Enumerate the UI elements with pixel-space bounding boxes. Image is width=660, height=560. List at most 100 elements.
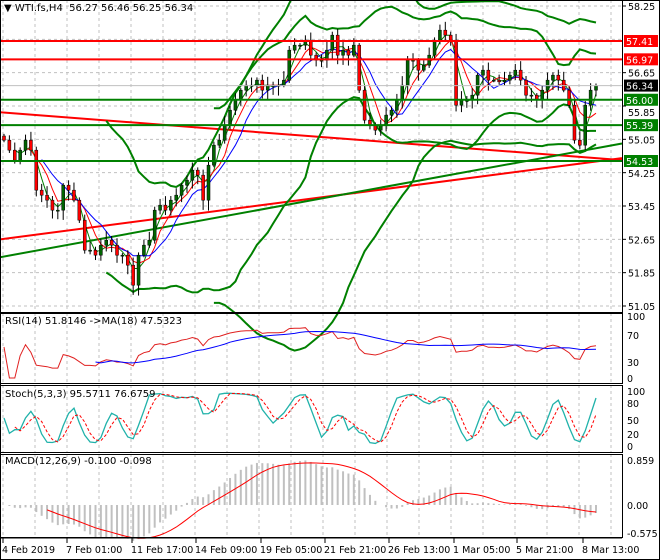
candle-body — [82, 219, 87, 251]
price-tick-label: 55.05 — [628, 135, 655, 146]
candle-body — [206, 164, 211, 201]
candle-body — [50, 199, 55, 211]
price-level-label: 55.39 — [626, 121, 653, 132]
candle-body — [158, 204, 162, 211]
candle-body — [309, 39, 313, 56]
candle-body — [416, 59, 421, 71]
time-axis-label: 8 Mar 13:00 — [582, 545, 639, 556]
candle-body — [255, 79, 259, 86]
candle-body — [239, 89, 243, 101]
price-level-label: 56.97 — [626, 55, 653, 66]
rsi-line — [3, 327, 597, 379]
rsi-axis-label: 70 — [627, 331, 639, 342]
candle-body — [195, 169, 200, 176]
candle-body — [7, 139, 12, 151]
symbol-label: WTI.fs,H4 — [14, 3, 63, 14]
candle-body — [104, 239, 109, 246]
price-level-label: 56.00 — [626, 96, 653, 107]
candle-body — [56, 209, 60, 212]
price-tick-label: 54.25 — [628, 169, 655, 180]
candle-body — [77, 199, 82, 221]
price-level-label: 56.34 — [626, 82, 653, 93]
candle-body — [432, 39, 437, 56]
price-tick-label: 52.65 — [628, 235, 655, 246]
candle-body — [233, 99, 238, 111]
candle-body — [72, 189, 76, 201]
candle-body — [282, 79, 286, 86]
price-level-tag — [624, 53, 658, 66]
candle-body — [93, 249, 98, 256]
candle-body — [142, 244, 146, 256]
time-axis-label: 5 Mar 21:00 — [516, 545, 573, 556]
price-level-tag — [624, 93, 658, 106]
candle-body — [486, 69, 491, 81]
price-level-tag — [624, 155, 658, 167]
macd-axis-label: 0.859 — [627, 456, 654, 467]
time-axis-label: 7 Feb 01:00 — [66, 545, 122, 556]
time-axis-label: 11 Feb 17:00 — [131, 545, 193, 556]
price-tick-label: 56.65 — [628, 69, 655, 80]
price-level-label: 54.53 — [626, 157, 653, 168]
time-axis-label: 19 Feb 05:00 — [260, 545, 322, 556]
time-axis-label: 14 Feb 09:00 — [195, 545, 257, 556]
symbol-header: ▼ WTI.fs,H4 56.27 56.46 56.25 56.34 — [4, 3, 193, 14]
long-moving-average — [0, 157, 623, 241]
stoch-axis-label: 50 — [627, 416, 639, 427]
collapse-triangle-icon[interactable]: ▼ — [4, 3, 12, 14]
candle-body — [346, 49, 351, 56]
candle-body — [384, 114, 388, 126]
price-tick-label: 53.45 — [628, 202, 655, 213]
rsi-label: RSI(14) 51.8146 ->MA(18) 47.5323 — [5, 316, 182, 327]
candle-body — [131, 264, 135, 286]
candle-body — [45, 194, 49, 201]
candle-body — [23, 139, 28, 151]
candle-body — [228, 109, 232, 126]
candle-body — [298, 44, 302, 47]
candle-body — [152, 209, 157, 241]
candle-body — [136, 254, 141, 286]
candle-body — [126, 254, 130, 266]
candle-body — [39, 189, 44, 196]
candle-body — [163, 204, 168, 211]
stoch-axis-label: 100 — [627, 387, 645, 398]
candle-body — [222, 124, 227, 141]
candle-body — [34, 149, 39, 191]
price-tick-label: 58.25 — [628, 2, 655, 13]
bollinger-upper-band — [105, 5, 597, 189]
macd-axis-label: -0.575 — [627, 529, 658, 540]
candle-body — [578, 139, 582, 146]
price-tick-label: 51.85 — [628, 269, 655, 280]
candle-body — [169, 199, 173, 211]
candle-body — [438, 29, 442, 41]
candle-body — [18, 149, 22, 161]
stoch-axis-label: 20 — [627, 430, 639, 441]
candle-body — [502, 79, 507, 83]
candle-body — [330, 34, 335, 51]
price-tick-label: 51.05 — [628, 302, 655, 313]
candle-body — [443, 29, 448, 36]
candle-body — [212, 144, 216, 166]
candle-body — [352, 44, 356, 56]
rsi-axis-label: 0 — [627, 374, 633, 385]
candle-body — [594, 85, 598, 91]
price-level-tag — [624, 119, 658, 132]
price-level-tag — [624, 79, 658, 92]
candle-body — [61, 184, 65, 211]
candle-body — [395, 99, 399, 111]
candle-body — [481, 69, 485, 76]
candle-body — [357, 44, 361, 91]
candle-body — [513, 69, 518, 76]
stoch-axis-label: 80 — [627, 399, 639, 410]
price-tick-label: 55.85 — [628, 108, 655, 119]
candle-body — [66, 184, 71, 191]
candle-body — [341, 49, 345, 56]
long-moving-average — [0, 142, 623, 259]
candle-body — [459, 99, 464, 106]
candle-body — [551, 74, 555, 81]
candle-body — [524, 79, 528, 96]
bollinger-lower-band — [213, 139, 597, 352]
candle-body — [405, 59, 410, 86]
time-axis-label: 1 Mar 05:00 — [453, 545, 510, 556]
